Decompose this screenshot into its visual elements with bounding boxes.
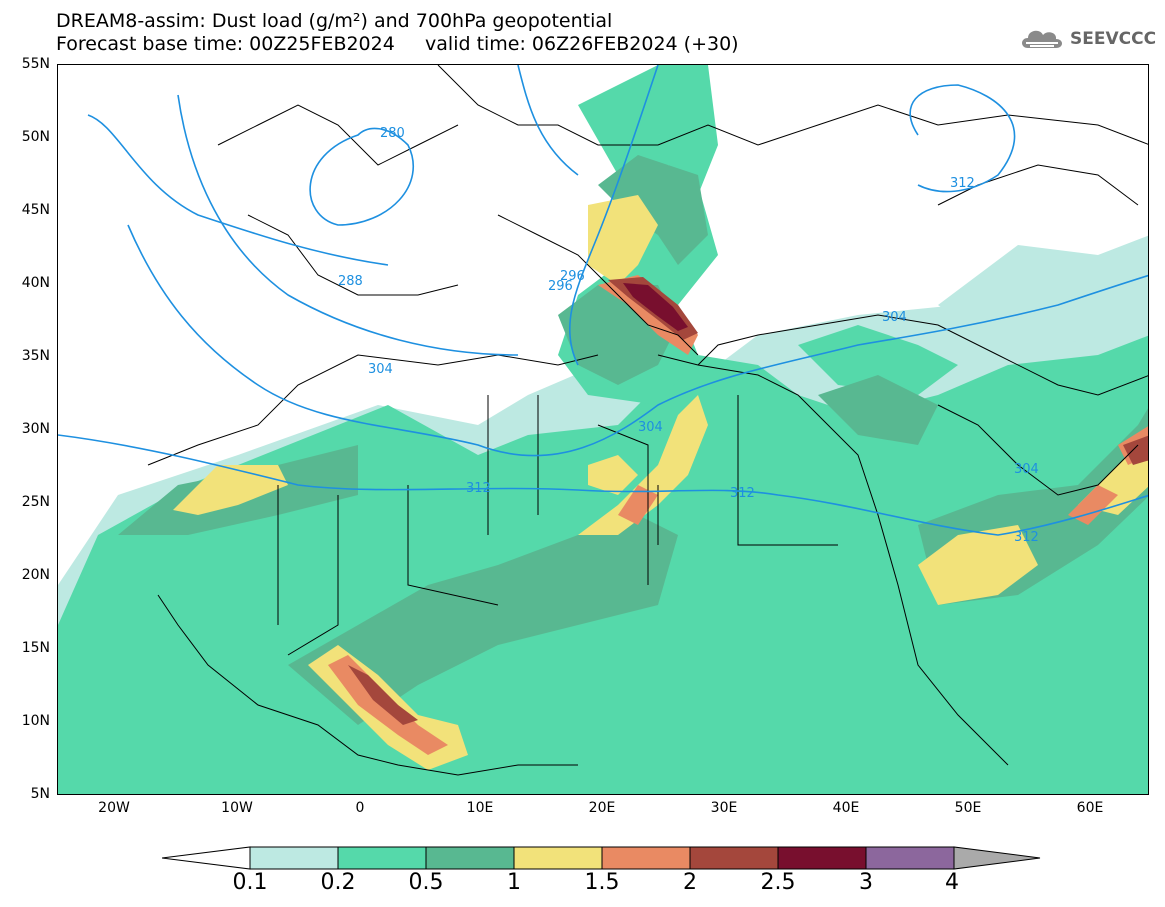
lon-label: 20W (98, 800, 130, 816)
cloud-icon (1022, 30, 1062, 48)
colorbar-label: 1.5 (584, 870, 620, 895)
contour-label: 312 (730, 486, 755, 501)
colorbar-label: 2.5 (760, 870, 796, 895)
colorbar-bin (513, 846, 603, 870)
lon-label: 50E (954, 800, 982, 816)
colorbar-bin (777, 846, 867, 870)
colorbar-bin (601, 846, 691, 870)
contour-label: 312 (950, 176, 975, 191)
contour-label: 304 (368, 362, 393, 377)
geopotential-contours (58, 65, 1148, 536)
colorbar-bin (865, 846, 955, 870)
colorbar-label: 1 (507, 870, 521, 895)
lat-label: 30N (21, 421, 50, 437)
lon-label: 40E (832, 800, 860, 816)
map-area[interactable]: 280 288 296 296 304 304 304 304 312 312 … (57, 64, 1149, 795)
contour-label: 312 (1014, 530, 1039, 545)
lat-label: 45N (21, 202, 50, 218)
lat-label: 10N (21, 713, 50, 729)
colorbar-bin (689, 846, 779, 870)
contour-label: 312 (466, 481, 491, 496)
lon-label: 60E (1076, 800, 1104, 816)
colorbar-label: 0.1 (232, 870, 268, 895)
lat-label: 15N (21, 640, 50, 656)
lat-label: 5N (30, 786, 50, 802)
contour-labels: 280 288 296 296 304 304 304 304 312 312 … (338, 126, 1039, 545)
contour-label: 288 (338, 274, 363, 289)
colorbar-over-arrow (953, 846, 1041, 870)
contour-label: 304 (638, 420, 663, 435)
contour-label: 296 (548, 279, 573, 294)
colorbar (162, 846, 1041, 870)
colorbar-bin (249, 846, 339, 870)
colorbar-under-arrow (162, 846, 251, 870)
colorbar-label: 2 (683, 870, 697, 895)
lat-label: 20N (21, 567, 50, 583)
contour-label: 280 (380, 126, 405, 141)
chart-title: DREAM8-assim: Dust load (g/m²) and 700hP… (56, 10, 613, 32)
contour-label: 304 (1014, 462, 1039, 477)
lon-label: 20E (588, 800, 616, 816)
lat-label: 40N (21, 275, 50, 291)
colorbar-label: 0.5 (408, 870, 444, 895)
lat-label: 50N (21, 129, 50, 145)
dust-layer-2.5 (623, 283, 688, 331)
lat-label: 25N (21, 494, 50, 510)
colorbar-bin (337, 846, 427, 870)
colorbar-label: 0.2 (320, 870, 356, 895)
colorbar-bin (425, 846, 515, 870)
country-borders (147, 65, 1148, 776)
colorbar-label: 3 (859, 870, 873, 895)
lon-label: 10W (221, 800, 253, 816)
colorbar-label: 4 (945, 870, 959, 895)
lat-label: 35N (21, 348, 50, 364)
lon-label: 10E (466, 800, 494, 816)
logo: SEEVCCC (1018, 26, 1156, 52)
dust-layer-0.2 (58, 65, 1148, 794)
contour-label: 304 (882, 310, 907, 325)
chart-subtitle: Forecast base time: 00Z25FEB2024 valid t… (56, 33, 739, 55)
contour-label: 296 (560, 269, 585, 284)
lon-label: 0 (355, 800, 365, 816)
lon-label: 30E (710, 800, 738, 816)
lat-label: 55N (21, 56, 50, 72)
logo-text: SEEVCCC (1070, 29, 1157, 49)
